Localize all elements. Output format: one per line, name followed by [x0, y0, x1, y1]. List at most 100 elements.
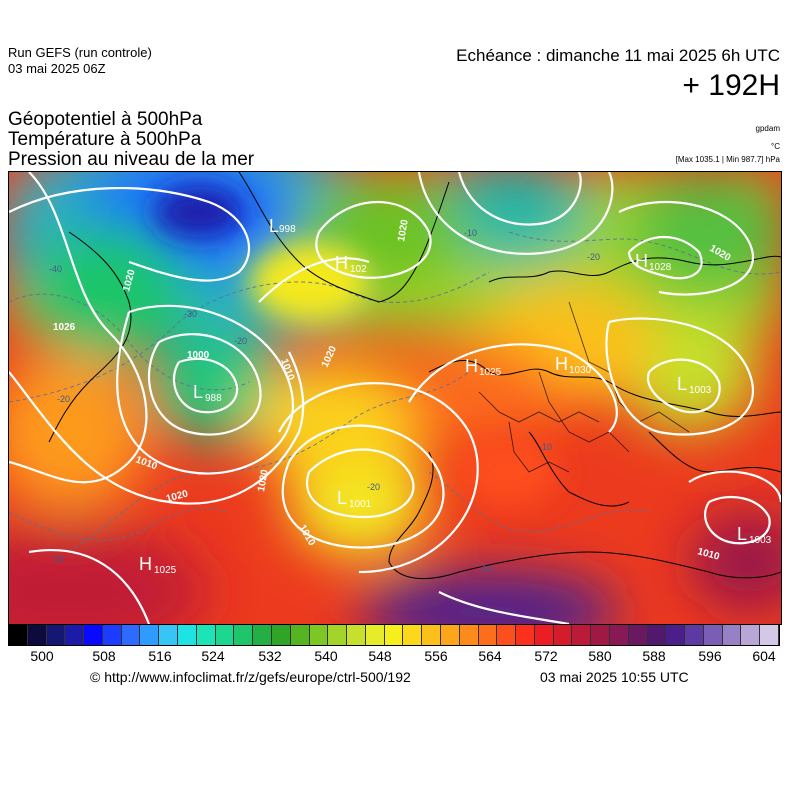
colorbar-tick-label: 540 [314, 648, 338, 664]
svg-text:1003: 1003 [689, 385, 712, 396]
colorbar-tick-label: 596 [698, 648, 722, 664]
colorbar-swatch [253, 625, 272, 645]
isobar-lines [9, 172, 781, 624]
svg-text:1030: 1030 [569, 365, 592, 376]
colorbar-swatch [46, 625, 66, 645]
svg-text:998: 998 [279, 224, 296, 235]
isobar-label: 1026 [53, 322, 76, 333]
colorbar-swatch [722, 625, 742, 645]
parameter-pressure: Pression au niveau de la mer [8, 149, 255, 170]
colorbar-swatch [703, 625, 723, 645]
isotherm-label: -30 [184, 309, 197, 319]
colorbar-tick-label: 572 [534, 648, 558, 664]
colorbar-swatch [271, 625, 291, 645]
low-pressure-center: L 1003 [737, 524, 772, 546]
colorbar-swatch [215, 625, 235, 645]
colorbar-swatch [84, 625, 103, 645]
colorbar-tick-label: 564 [478, 648, 502, 664]
svg-text:L: L [337, 488, 347, 508]
svg-text:1025: 1025 [154, 565, 177, 576]
colorbar-swatch [610, 625, 629, 645]
svg-text:L: L [737, 524, 747, 544]
run-title: Run GEFS (run controle) [8, 45, 152, 60]
high-pressure-center: H 102 [335, 253, 367, 275]
isotherm-label: -20 [587, 252, 600, 262]
svg-text:1001: 1001 [349, 499, 372, 510]
low-pressure-center: L 998 [269, 216, 296, 236]
colorbar-swatch [290, 625, 310, 645]
colorbar-swatch [478, 625, 498, 645]
weather-map: 1026 1020 1000 1010 1020 1010 1020 1020 … [8, 171, 782, 625]
isotherm-label: -20 [367, 482, 380, 492]
colorbar-swatch [384, 625, 404, 645]
svg-text:L: L [677, 374, 687, 394]
unit-celsius: °C [771, 142, 780, 151]
geopotential-shading [9, 172, 781, 624]
coastlines [48, 172, 781, 580]
colorbar-swatch [497, 625, 517, 645]
weather-map-svg: 1026 1020 1000 1010 1020 1010 1020 1020 … [9, 172, 781, 624]
isotherm-label: -10 [479, 564, 492, 574]
isobar-label: 1020 [256, 468, 271, 492]
isotherm-lines [9, 231, 781, 553]
svg-text:L: L [269, 216, 279, 236]
colorbar-swatch [403, 625, 423, 645]
colorbar-tick-label: 548 [368, 648, 392, 664]
colorbar-swatch [591, 625, 610, 645]
colorbar [8, 624, 780, 646]
issue-timestamp: 03 mai 2025 10:55 UTC [540, 669, 689, 685]
svg-text:L: L [193, 382, 203, 402]
pressure-range-readout: [Max 1035.1 | Min 987.7] hPa [675, 155, 780, 164]
colorbar-tick-label: 524 [201, 648, 225, 664]
isotherm-label: -10 [51, 554, 64, 564]
colorbar-swatch [572, 625, 592, 645]
colorbar-tick-label: 556 [424, 648, 448, 664]
parameter-temperature: Température à 500hPa [8, 129, 202, 150]
colorbar-swatch [65, 625, 85, 645]
isotherm-label: -40 [49, 264, 62, 274]
colorbar-tick-label: 500 [30, 648, 54, 664]
high-pressure-center: H 1030 [555, 354, 592, 376]
isotherm-label: -10 [464, 228, 477, 238]
colorbar-swatch [328, 625, 348, 645]
isobar-label: 1000 [187, 350, 210, 361]
pressure-centers: H 102 H 1028 H 1025 H 1030 H 1025 L 998 [139, 216, 772, 576]
colorbar-tick-label: 580 [588, 648, 612, 664]
high-pressure-center: H 1025 [139, 554, 177, 576]
colorbar-swatch [553, 625, 573, 645]
low-pressure-center: L 988 [193, 382, 222, 404]
colorbar-swatch [685, 625, 704, 645]
colorbar-tick-label: 588 [642, 648, 666, 664]
svg-text:1025: 1025 [479, 367, 502, 378]
colorbar-swatch [347, 625, 366, 645]
svg-text:102: 102 [350, 264, 367, 275]
colorbar-swatch [647, 625, 667, 645]
colorbar-tick-label: 532 [258, 648, 282, 664]
svg-text:988: 988 [205, 393, 222, 404]
colorbar-tick-label: 508 [92, 648, 116, 664]
forecast-valid-time: Echéance : dimanche 11 mai 2025 6h UTC [456, 46, 780, 65]
isotherm-labels: -40 -30 -20 -20 -10 -20 -10 -20 -10 -10 [49, 228, 600, 574]
isotherm-label: -10 [539, 442, 552, 452]
svg-text:H: H [465, 356, 478, 376]
colorbar-swatch [159, 625, 179, 645]
colorbar-swatch [628, 625, 648, 645]
svg-text:H: H [139, 554, 152, 574]
isotherm-label: -20 [234, 336, 247, 346]
high-pressure-center: H 1028 [635, 251, 672, 273]
colorbar-swatch [365, 625, 385, 645]
svg-text:H: H [555, 354, 568, 374]
colorbar-swatch [760, 625, 780, 645]
svg-text:H: H [635, 251, 648, 271]
colorbar-swatch [422, 625, 441, 645]
colorbar-swatch [534, 625, 554, 645]
colorbar-labels: 500 508 516 524 532 540 548 556 564 572 … [8, 648, 780, 666]
colorbar-swatch [9, 625, 28, 645]
source-link[interactable]: © http://www.infoclimat.fr/z/gefs/europe… [90, 669, 411, 685]
colorbar-swatch [309, 625, 329, 645]
svg-text:1028: 1028 [649, 262, 672, 273]
isotherm-label: -20 [57, 394, 70, 404]
svg-text:H: H [335, 253, 348, 273]
colorbar-swatch [459, 625, 479, 645]
colorbar-tick-label: 516 [148, 648, 172, 664]
